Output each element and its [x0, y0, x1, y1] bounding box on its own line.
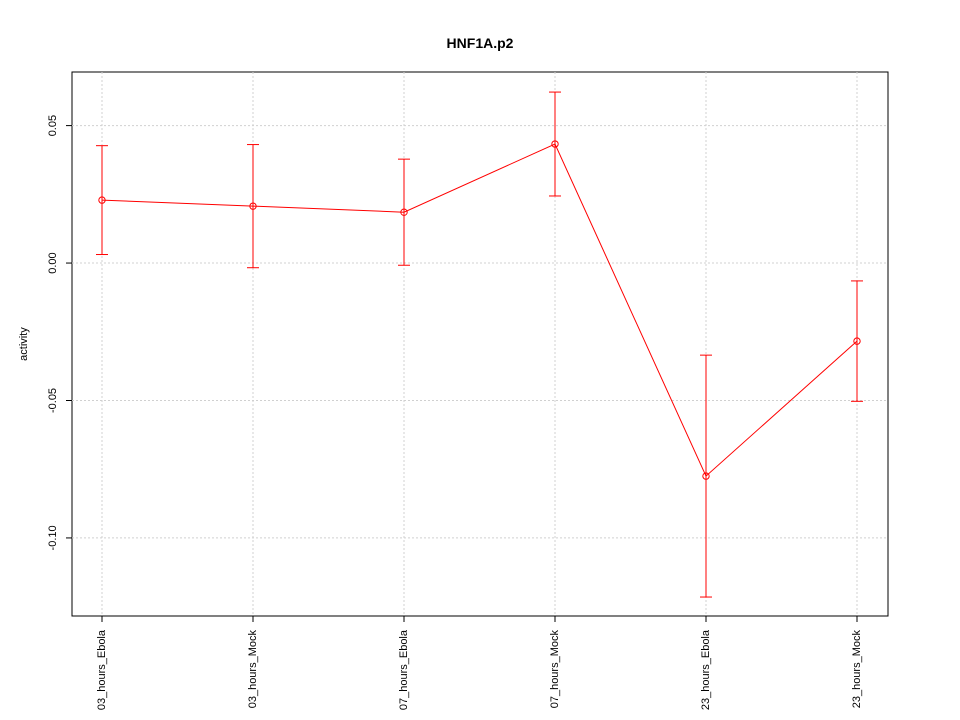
- x-tick-label: 03_hours_Mock: [247, 630, 259, 709]
- error-bar: [247, 144, 259, 269]
- error-bar: [398, 158, 410, 266]
- data-point: [98, 196, 106, 204]
- error-bar: [96, 145, 108, 256]
- error-bar: [700, 354, 712, 598]
- error-bar: [549, 91, 561, 197]
- y-tick-label: 0.00: [47, 252, 59, 273]
- data-point: [249, 202, 257, 210]
- x-tick-label: 03_hours_Ebola: [96, 629, 108, 710]
- error-bar: [851, 280, 863, 402]
- y-tick-label: 0.05: [47, 115, 59, 136]
- y-axis-label: activity: [18, 327, 30, 361]
- data-point: [702, 472, 710, 480]
- data-point: [400, 208, 408, 216]
- plot-frame: [71, 71, 889, 617]
- x-tick-label: 23_hours_Ebola: [700, 629, 712, 710]
- y-tick-label: -0.05: [47, 388, 59, 413]
- data-point: [551, 140, 559, 148]
- data-point: [853, 337, 861, 345]
- x-tick-label: 07_hours_Mock: [549, 630, 561, 709]
- y-tick-label: -0.10: [47, 525, 59, 550]
- data-line: [101, 143, 858, 477]
- x-tick-label: 07_hours_Ebola: [398, 629, 410, 710]
- chart-title: HNF1A.p2: [447, 35, 514, 51]
- x-tick-label: 23_hours_Mock: [851, 630, 863, 709]
